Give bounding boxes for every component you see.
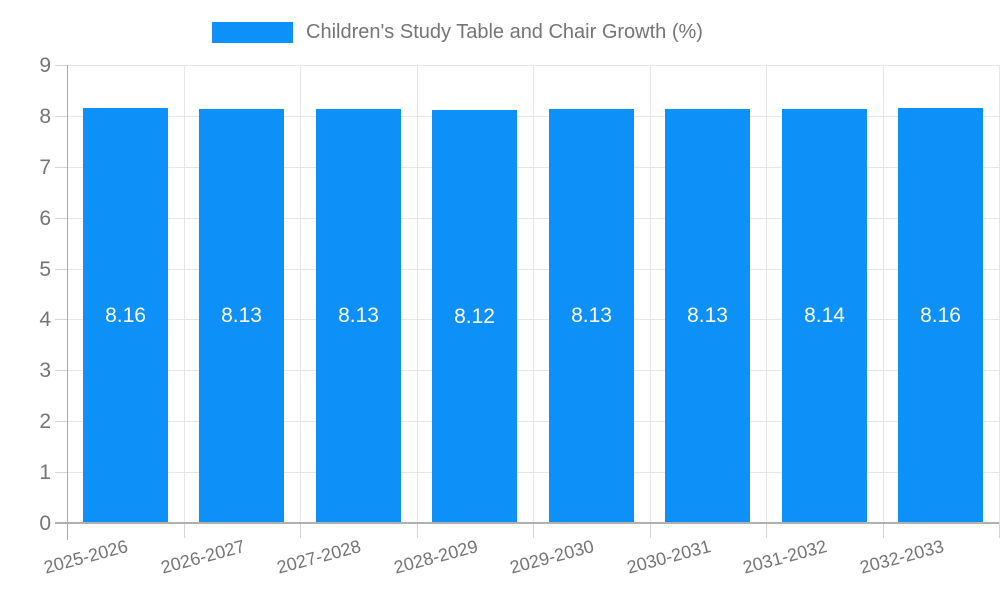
y-axis-tick (55, 370, 67, 371)
y-tick-label: 2 (39, 410, 51, 433)
y-axis-tick (55, 116, 67, 117)
gridline-vertical (184, 65, 185, 523)
bar-2025-2026: 8.16 (83, 108, 168, 522)
gridline-vertical (650, 65, 651, 523)
bar-value-label: 8.12 (454, 304, 495, 328)
chart-title: Children's Study Table and Chair Growth … (306, 21, 703, 43)
bar-2031-2032: 8.14 (782, 109, 867, 522)
y-tick-label: 6 (39, 207, 51, 230)
x-tick-label: 2026-2027 (158, 536, 247, 578)
x-axis-tick (300, 523, 301, 538)
bar-2030-2031: 8.13 (665, 109, 750, 522)
y-axis-tick (55, 319, 67, 320)
x-tick-label: 2030-2031 (624, 536, 713, 578)
y-axis-tick (55, 472, 67, 473)
gridline-vertical (883, 65, 884, 523)
y-axis-tick (55, 218, 67, 219)
y-tick-label: 7 (39, 156, 51, 179)
bar-value-label: 8.16 (920, 303, 961, 327)
y-tick-label: 3 (39, 359, 51, 382)
bar-value-label: 8.13 (338, 304, 379, 327)
y-tick-label: 1 (39, 461, 51, 484)
y-tick-label: 8 (39, 105, 51, 128)
x-axis-tick (650, 523, 651, 538)
gridline-vertical (300, 65, 301, 523)
bar-value-label: 8.14 (804, 304, 845, 327)
x-tick-label: 2025-2026 (41, 536, 130, 578)
x-axis-tick (184, 523, 185, 538)
x-tick-label: 2027-2028 (274, 536, 363, 578)
bar-value-label: 8.13 (687, 304, 728, 327)
gridline-vertical (766, 65, 767, 523)
y-tick-label: 9 (39, 54, 51, 77)
y-axis-tick (55, 269, 67, 270)
y-tick-label: 0 (39, 512, 51, 535)
y-axis-line (67, 65, 68, 540)
legend: Children's Study Table and Chair Growth … (212, 21, 703, 44)
bar-2029-2030: 8.13 (549, 109, 634, 522)
y-axis-tick (55, 421, 67, 422)
x-tick-label: 2031-2032 (740, 536, 829, 578)
x-axis-line (55, 522, 999, 524)
bar-value-label: 8.13 (571, 304, 612, 327)
gridline-vertical (533, 65, 534, 523)
x-axis-tick (766, 523, 767, 538)
x-tick-label: 2028-2029 (391, 536, 480, 578)
y-axis-tick (55, 167, 67, 168)
y-axis-tick (55, 65, 67, 66)
bar-2028-2029: 8.12 (432, 110, 517, 522)
y-tick-label: 4 (39, 308, 51, 331)
y-tick-label: 5 (39, 258, 51, 281)
bar-2026-2027: 8.13 (199, 109, 284, 522)
bar-value-label: 8.13 (221, 304, 262, 327)
x-tick-label: 2032-2033 (857, 536, 946, 578)
gridline-vertical (417, 65, 418, 523)
bar-2032-2033: 8.16 (898, 108, 983, 522)
bar-2027-2028: 8.13 (316, 109, 401, 522)
x-axis-tick (417, 523, 418, 538)
x-axis-tick (883, 523, 884, 538)
x-tick-label: 2029-2030 (507, 536, 596, 578)
x-axis-tick (533, 523, 534, 538)
legend-swatch (212, 22, 293, 43)
bar-value-label: 8.16 (105, 303, 146, 327)
